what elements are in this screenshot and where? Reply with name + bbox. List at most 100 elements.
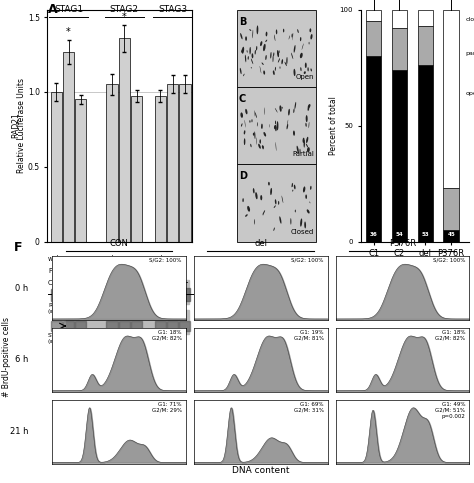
Ellipse shape	[255, 50, 256, 55]
Ellipse shape	[249, 120, 250, 123]
Bar	[167, 321, 178, 331]
Ellipse shape	[258, 144, 261, 149]
Text: +: +	[133, 278, 140, 287]
Text: closed: closed	[465, 16, 474, 22]
Ellipse shape	[270, 52, 272, 58]
Ellipse shape	[254, 131, 255, 139]
Ellipse shape	[287, 120, 288, 126]
Ellipse shape	[288, 109, 290, 115]
Text: RAD21
(anti-BD): RAD21 (anti-BD)	[48, 303, 74, 313]
Bar	[443, 230, 459, 242]
Ellipse shape	[302, 43, 304, 50]
Ellipse shape	[278, 201, 279, 205]
Ellipse shape	[273, 52, 274, 57]
Bar	[118, 38, 130, 242]
Ellipse shape	[257, 122, 258, 127]
Text: +: +	[121, 266, 128, 275]
Bar	[63, 52, 74, 242]
Bar	[131, 97, 142, 242]
Text: G1: 19%
G2/M: 81%: G1: 19% G2/M: 81%	[293, 330, 324, 341]
Text: +: +	[65, 266, 72, 275]
Text: partial: partial	[465, 51, 474, 57]
Ellipse shape	[253, 133, 255, 136]
Ellipse shape	[286, 124, 288, 129]
Ellipse shape	[245, 214, 248, 217]
Bar	[443, 10, 459, 188]
Ellipse shape	[309, 122, 310, 128]
Text: S/G2: 100%: S/G2: 100%	[149, 258, 182, 263]
Text: 36: 36	[370, 232, 377, 237]
Ellipse shape	[293, 69, 295, 76]
Bar	[366, 56, 382, 242]
Text: 54: 54	[396, 232, 403, 237]
Bar	[106, 85, 118, 242]
Text: # BrdU-positive cells: # BrdU-positive cells	[2, 317, 11, 398]
Bar	[418, 65, 433, 242]
Ellipse shape	[256, 46, 257, 51]
Ellipse shape	[300, 149, 301, 154]
Ellipse shape	[282, 107, 283, 109]
Bar	[167, 85, 178, 242]
Ellipse shape	[253, 188, 255, 193]
Ellipse shape	[261, 124, 263, 128]
Bar	[443, 188, 459, 230]
Text: +: +	[109, 254, 116, 263]
Ellipse shape	[263, 71, 265, 75]
Bar	[51, 321, 62, 331]
Ellipse shape	[261, 127, 262, 129]
Ellipse shape	[289, 35, 290, 40]
Ellipse shape	[243, 74, 245, 76]
Ellipse shape	[279, 105, 282, 112]
Text: D: D	[239, 171, 247, 181]
Ellipse shape	[254, 219, 255, 225]
Ellipse shape	[300, 53, 303, 58]
Ellipse shape	[252, 53, 253, 58]
Bar	[180, 321, 191, 331]
Ellipse shape	[262, 62, 264, 65]
Bar	[75, 99, 86, 242]
Ellipse shape	[290, 218, 292, 225]
Text: STAG3: STAG3	[158, 5, 187, 14]
Ellipse shape	[250, 144, 252, 147]
Ellipse shape	[242, 198, 244, 202]
Text: *: *	[66, 27, 71, 37]
Text: 53: 53	[421, 232, 429, 237]
Bar	[155, 321, 166, 331]
Ellipse shape	[245, 36, 247, 41]
Text: 0 h: 0 h	[15, 284, 28, 293]
Ellipse shape	[291, 53, 293, 59]
Ellipse shape	[300, 218, 302, 227]
Ellipse shape	[275, 127, 277, 131]
Text: G1: 18%
G2/M: 82%: G1: 18% G2/M: 82%	[435, 330, 465, 341]
Bar	[155, 97, 166, 242]
Text: A: A	[48, 2, 57, 15]
Ellipse shape	[308, 104, 310, 108]
Ellipse shape	[297, 29, 299, 33]
Ellipse shape	[292, 184, 293, 187]
Ellipse shape	[252, 30, 253, 38]
Ellipse shape	[241, 123, 243, 127]
Ellipse shape	[255, 192, 257, 199]
Ellipse shape	[286, 57, 288, 64]
Ellipse shape	[305, 195, 307, 199]
Ellipse shape	[300, 67, 301, 71]
Ellipse shape	[242, 47, 244, 54]
Ellipse shape	[245, 109, 247, 114]
Ellipse shape	[263, 210, 265, 214]
Ellipse shape	[273, 205, 276, 208]
Ellipse shape	[300, 37, 301, 41]
Ellipse shape	[265, 32, 267, 36]
Ellipse shape	[275, 108, 278, 113]
Ellipse shape	[309, 42, 310, 44]
Ellipse shape	[263, 44, 265, 51]
Text: *: *	[122, 12, 127, 22]
Text: STAG2: STAG2	[110, 5, 139, 14]
Ellipse shape	[264, 107, 265, 115]
Bar	[167, 289, 178, 301]
Text: S/G2: 100%: S/G2: 100%	[433, 258, 465, 263]
Ellipse shape	[244, 138, 246, 145]
Ellipse shape	[277, 50, 279, 57]
Text: P376R: P376R	[48, 268, 69, 274]
Bar	[131, 291, 142, 301]
Ellipse shape	[274, 35, 275, 41]
